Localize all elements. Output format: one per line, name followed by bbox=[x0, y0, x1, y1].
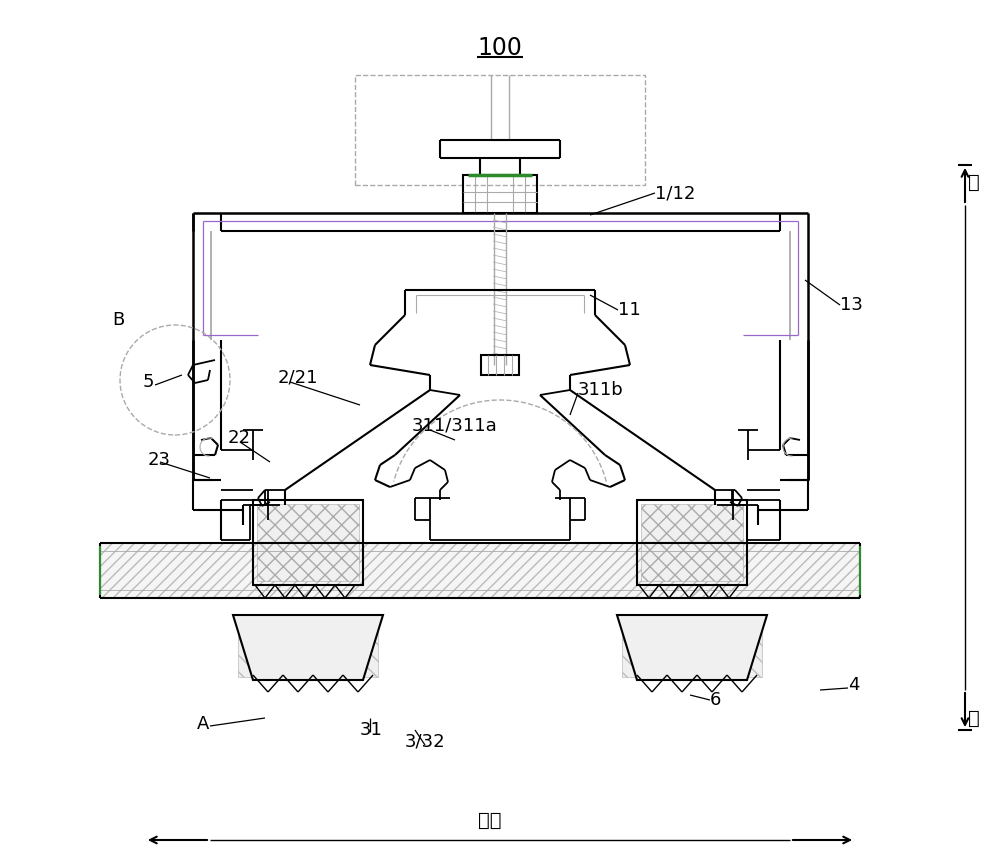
Text: 6: 6 bbox=[710, 691, 721, 709]
Text: 横向: 横向 bbox=[478, 810, 502, 829]
Text: A: A bbox=[197, 715, 209, 733]
Bar bbox=[463, 175, 537, 213]
Text: 11: 11 bbox=[618, 301, 641, 319]
Bar bbox=[641, 504, 743, 581]
Polygon shape bbox=[233, 615, 383, 680]
Text: 下: 下 bbox=[968, 708, 980, 727]
Text: 3/32: 3/32 bbox=[405, 733, 446, 751]
Polygon shape bbox=[617, 615, 767, 680]
Text: 100: 100 bbox=[478, 36, 522, 60]
Bar bbox=[238, 618, 378, 677]
Text: 23: 23 bbox=[148, 451, 171, 469]
Bar bbox=[355, 75, 645, 185]
Text: 4: 4 bbox=[848, 676, 860, 694]
Bar bbox=[253, 500, 363, 585]
Text: 22: 22 bbox=[228, 429, 251, 447]
Text: 上: 上 bbox=[968, 173, 980, 192]
Text: 13: 13 bbox=[840, 296, 863, 314]
Bar bbox=[622, 618, 762, 677]
Text: B: B bbox=[112, 311, 124, 329]
Bar bbox=[637, 500, 747, 585]
Text: 5: 5 bbox=[143, 373, 154, 391]
Bar bbox=[481, 355, 519, 375]
Text: 311b: 311b bbox=[578, 381, 624, 399]
Text: 2/21: 2/21 bbox=[278, 369, 318, 387]
Text: 31: 31 bbox=[360, 721, 383, 739]
Bar bbox=[257, 504, 359, 581]
Bar bbox=[100, 543, 860, 598]
Text: 311/311a: 311/311a bbox=[412, 416, 498, 434]
Text: 1/12: 1/12 bbox=[655, 184, 695, 202]
